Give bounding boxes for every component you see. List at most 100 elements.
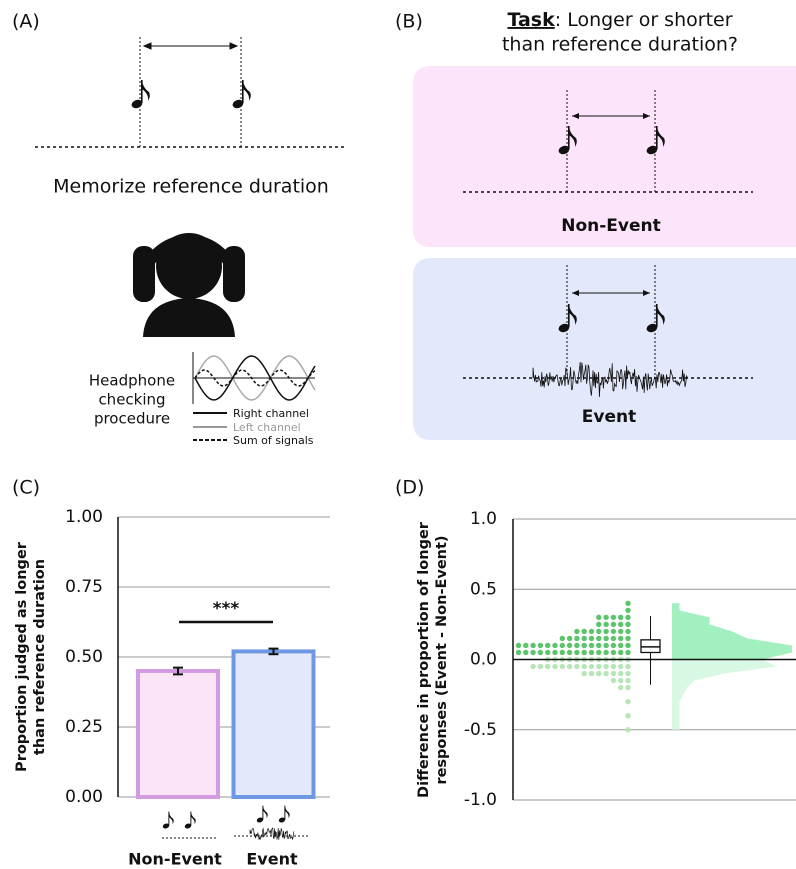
data-dot bbox=[625, 678, 630, 683]
data-dot bbox=[574, 650, 579, 655]
music-note bbox=[184, 812, 196, 830]
panel-label: (D) bbox=[395, 477, 424, 499]
data-dot bbox=[611, 664, 616, 669]
data-dot bbox=[618, 685, 623, 690]
y-axis-label: Difference in proportion of longer bbox=[416, 521, 432, 798]
bar bbox=[234, 651, 314, 797]
y-axis-label: Proportion judged as longer bbox=[14, 541, 30, 772]
data-dot bbox=[618, 615, 623, 620]
y-tick-label: 0.0 bbox=[470, 650, 497, 670]
data-dot bbox=[567, 636, 572, 641]
data-dot bbox=[538, 650, 543, 655]
data-dot bbox=[625, 601, 630, 606]
panel-label: (B) bbox=[395, 11, 423, 33]
data-dot bbox=[596, 650, 601, 655]
data-dot bbox=[574, 629, 579, 634]
task-text: than reference duration? bbox=[502, 34, 738, 56]
y-tick-label: 0.50 bbox=[65, 647, 103, 667]
procedure-label: procedure bbox=[94, 410, 170, 428]
data-dot bbox=[611, 678, 616, 683]
bar bbox=[138, 671, 218, 797]
data-dot bbox=[560, 643, 565, 648]
data-dot bbox=[574, 664, 579, 669]
data-dot bbox=[582, 671, 587, 676]
data-dot bbox=[625, 685, 630, 690]
music-note bbox=[278, 806, 290, 824]
data-dot bbox=[523, 650, 528, 655]
data-dot bbox=[603, 622, 608, 627]
legend-label: Sum of signals bbox=[233, 434, 314, 447]
data-dot bbox=[625, 671, 630, 676]
data-dot bbox=[618, 629, 623, 634]
data-dot bbox=[567, 643, 572, 648]
panel-label: (A) bbox=[12, 11, 40, 33]
data-dot bbox=[625, 664, 630, 669]
data-dot bbox=[611, 622, 616, 627]
data-dot bbox=[618, 650, 623, 655]
data-dot bbox=[625, 713, 630, 718]
data-dot bbox=[611, 615, 616, 620]
data-dot bbox=[589, 671, 594, 676]
data-dot bbox=[611, 629, 616, 634]
data-dot bbox=[596, 664, 601, 669]
data-dot bbox=[603, 664, 608, 669]
panel-label: (C) bbox=[12, 477, 40, 499]
data-dot bbox=[618, 636, 623, 641]
data-dot bbox=[516, 650, 521, 655]
task-line: Task: Longer or shorter bbox=[507, 9, 732, 31]
data-dot bbox=[530, 664, 535, 669]
data-dot bbox=[545, 664, 550, 669]
data-dot bbox=[589, 664, 594, 669]
data-dot bbox=[625, 636, 630, 641]
data-dot bbox=[589, 650, 594, 655]
data-dot bbox=[582, 650, 587, 655]
data-dot bbox=[545, 650, 550, 655]
data-dot bbox=[625, 615, 630, 620]
y-tick-label: 0.75 bbox=[65, 577, 103, 597]
x-tick-label: Event bbox=[246, 850, 298, 869]
data-dot bbox=[582, 643, 587, 648]
data-dot bbox=[589, 643, 594, 648]
y-tick-label: 1.00 bbox=[65, 507, 103, 527]
condition-label: Event bbox=[582, 407, 636, 427]
headphone-icon bbox=[133, 233, 245, 337]
data-dot bbox=[582, 629, 587, 634]
data-dot bbox=[596, 622, 601, 627]
data-dot bbox=[589, 629, 594, 634]
data-dot bbox=[603, 615, 608, 620]
data-dot bbox=[582, 636, 587, 641]
data-dot bbox=[545, 643, 550, 648]
noise-burst bbox=[250, 828, 294, 840]
data-dot bbox=[567, 664, 572, 669]
data-dot bbox=[625, 643, 630, 648]
data-dot bbox=[618, 643, 623, 648]
data-dot bbox=[611, 650, 616, 655]
music-note bbox=[162, 812, 174, 830]
data-dot bbox=[560, 650, 565, 655]
data-dot bbox=[625, 727, 630, 732]
data-dot bbox=[574, 643, 579, 648]
data-dot bbox=[603, 643, 608, 648]
data-dot bbox=[618, 678, 623, 683]
data-dot bbox=[523, 643, 528, 648]
data-dot bbox=[538, 643, 543, 648]
note-flag bbox=[169, 812, 174, 825]
task-text: : Longer or shorter bbox=[555, 9, 733, 31]
data-dot bbox=[625, 699, 630, 704]
data-dot bbox=[618, 622, 623, 627]
significance-label: *** bbox=[213, 599, 240, 619]
data-dot bbox=[625, 622, 630, 627]
data-dot bbox=[603, 629, 608, 634]
data-dot bbox=[567, 650, 572, 655]
density bbox=[672, 603, 792, 659]
y-tick-label: -1.0 bbox=[464, 790, 497, 810]
data-dot bbox=[596, 671, 601, 676]
y-tick-label: 0.00 bbox=[65, 787, 103, 807]
data-dot bbox=[530, 650, 535, 655]
note-flag bbox=[285, 806, 290, 819]
data-dot bbox=[618, 671, 623, 676]
data-dot bbox=[596, 636, 601, 641]
legend-label: Left channel bbox=[233, 421, 301, 434]
data-dot bbox=[560, 636, 565, 641]
data-dot bbox=[582, 664, 587, 669]
